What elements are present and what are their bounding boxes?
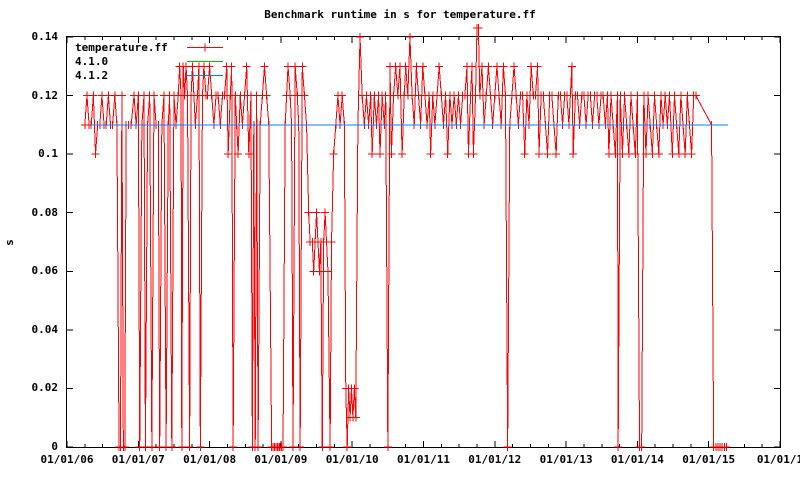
series-line-temperature.ff <box>84 27 727 448</box>
x-tick-label: 01/01/13 <box>539 453 593 466</box>
y-axis-label: s <box>2 239 16 246</box>
x-tick-label: 01/01/12 <box>468 453 522 466</box>
x-tick-label: 01/01/14 <box>610 453 664 466</box>
y-tick-label: 0.14 <box>31 30 59 43</box>
legend-label: 4.1.0 <box>75 55 109 68</box>
x-tick-label: 01/01/15 <box>682 453 736 466</box>
y-tick-label: 0.12 <box>31 88 59 102</box>
legend: temperature.ff 4.1.0 4.1.2 <box>75 41 245 83</box>
legend-sample-line <box>187 61 223 62</box>
x-tick-label: 01/01/06 <box>40 453 94 466</box>
y-tick-label: 0.06 <box>31 264 59 278</box>
legend-sample-line <box>187 43 223 52</box>
legend-label: 4.1.2 <box>75 69 109 82</box>
chart-title: Benchmark runtime in s for temperature.f… <box>264 8 536 21</box>
legend-sample-line <box>187 75 223 76</box>
legend-row-4.1.0: 4.1.0 <box>75 55 245 69</box>
x-tick-label: 01/01/11 <box>397 453 450 466</box>
legend-row-4.1.2: 4.1.2 <box>75 69 245 83</box>
y-tick-label: 0.02 <box>31 381 59 395</box>
axis-ticks <box>66 36 781 448</box>
x-tick-label: 01/01/1 <box>756 453 800 466</box>
plot-area: temperature.ff 4.1.0 4.1.2 <box>66 24 781 451</box>
chart-canvas <box>66 24 781 451</box>
x-tick-label: 01/01/09 <box>254 453 308 466</box>
legend-row-temperature.ff: temperature.ff <box>75 41 245 55</box>
x-tick-label: 01/01/07 <box>111 453 165 466</box>
x-tick-label: 01/01/08 <box>183 453 237 466</box>
legend-label: temperature.ff <box>75 41 168 54</box>
y-tick-label: 0 <box>51 440 58 453</box>
y-tick-label: 0.04 <box>31 322 59 336</box>
y-tick-label: 0.1 <box>38 147 58 161</box>
x-tick-label: 01/01/10 <box>325 453 379 466</box>
y-tick-label: 0.08 <box>31 205 59 219</box>
